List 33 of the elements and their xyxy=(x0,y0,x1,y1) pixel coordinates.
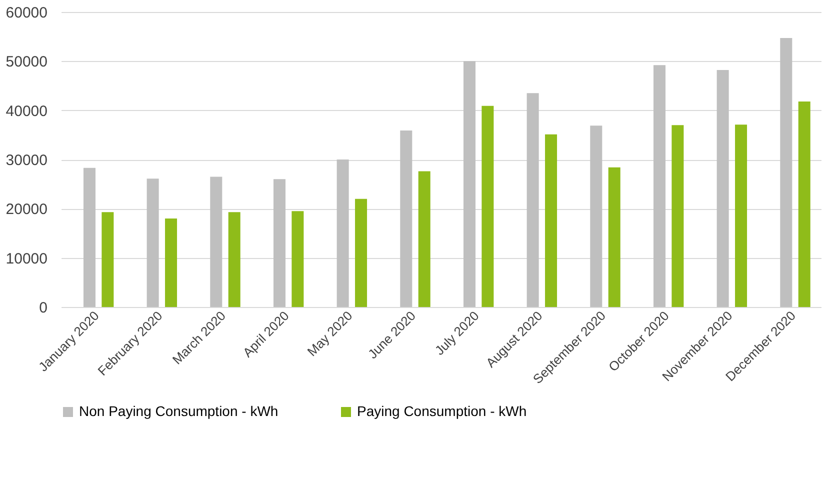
bar xyxy=(526,93,539,307)
bar xyxy=(780,38,792,307)
bar xyxy=(608,167,620,307)
y-tick-label: 40000 xyxy=(6,102,48,120)
bar xyxy=(653,65,666,307)
bar xyxy=(210,176,222,307)
bar xyxy=(590,126,602,307)
bar xyxy=(292,211,304,307)
bar xyxy=(798,101,810,307)
bar xyxy=(545,134,558,307)
y-tick-label: 30000 xyxy=(6,152,48,169)
bar xyxy=(463,61,476,307)
bar xyxy=(355,198,368,307)
y-tick-label: 20000 xyxy=(6,201,48,218)
bar xyxy=(102,212,114,307)
y-tick-label: 60000 xyxy=(6,4,48,22)
bar xyxy=(165,218,178,307)
y-tick-label: 0 xyxy=(39,300,48,316)
bar xyxy=(146,178,159,307)
y-tick-label: 50000 xyxy=(6,54,48,71)
legend-label: Paying Consumption - kWh xyxy=(357,403,527,419)
y-tick-label: 10000 xyxy=(6,250,48,268)
bar xyxy=(273,179,286,307)
bar xyxy=(672,125,684,307)
bar xyxy=(400,130,412,307)
bar xyxy=(228,212,240,307)
bar xyxy=(418,171,430,307)
bar xyxy=(83,168,96,307)
bar xyxy=(336,160,349,307)
legend-label: Non Paying Consumption - kWh xyxy=(79,403,278,419)
bar xyxy=(482,106,494,307)
bar xyxy=(716,70,729,307)
bar xyxy=(735,124,748,307)
